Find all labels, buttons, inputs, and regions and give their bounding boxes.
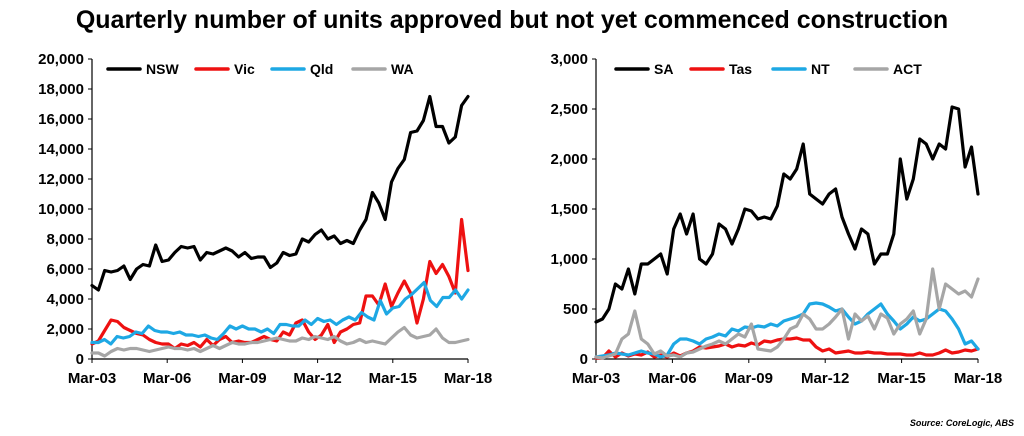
right-y-tick-label: 1,500	[550, 201, 588, 218]
left-legend-label-wa: WA	[391, 61, 414, 77]
right-y-tick-label: 0	[580, 351, 588, 368]
right-y-tick-label: 500	[563, 301, 588, 318]
left-y-tick-label: 8,000	[46, 231, 84, 248]
left-legend-label-nsw: NSW	[146, 61, 179, 77]
right-y-tick-label: 2,500	[550, 101, 588, 118]
left-series-line-wa	[90, 325, 470, 358]
left-series-line-nsw	[90, 94, 470, 292]
left-y-tick-label: 6,000	[46, 261, 84, 278]
left-y-tick-label: 4,000	[46, 291, 84, 308]
right-x-tick-label: Mar-18	[954, 370, 1002, 387]
left-x-tick-label: Mar-03	[68, 370, 116, 387]
left-x-tick-label: Mar-12	[293, 370, 341, 387]
right-x-tick-label: Mar-09	[725, 370, 773, 387]
source-note: Source: CoreLogic, ABS	[909, 418, 1014, 428]
left-y-tick-label: 20,000	[38, 51, 84, 68]
left-series-line-vic	[90, 217, 470, 351]
left-x-tick-label: Mar-09	[218, 370, 266, 387]
left-y-tick-label: 0	[76, 351, 84, 368]
left-y-tick-label: 2,000	[46, 321, 84, 338]
right-y-tick-label: 3,000	[550, 51, 588, 68]
right-x-tick-label: Mar-15	[877, 370, 925, 387]
right-legend-label-act: ACT	[893, 61, 922, 77]
left-y-tick-label: 14,000	[38, 141, 84, 158]
left-y-tick-label: 16,000	[38, 111, 84, 128]
left-legend-label-qld: Qld	[310, 61, 333, 77]
right-legend-label-tas: Tas	[729, 61, 752, 77]
right-legend-label-sa: SA	[654, 61, 673, 77]
right-x-tick-label: Mar-12	[801, 370, 849, 387]
left-y-tick-label: 12,000	[38, 171, 84, 188]
left-y-tick-label: 18,000	[38, 81, 84, 98]
left-series-line-qld	[90, 280, 470, 346]
left-x-tick-label: Mar-15	[369, 370, 417, 387]
left-x-tick-label: Mar-06	[143, 370, 191, 387]
right-legend-label-nt: NT	[811, 61, 830, 77]
left-y-tick-label: 10,000	[38, 201, 84, 218]
chart-title: Quarterly number of units approved but n…	[75, 6, 949, 34]
left-x-tick-label: Mar-18	[444, 370, 492, 387]
right-series-line-act	[594, 267, 980, 360]
right-y-tick-label: 1,000	[550, 251, 588, 268]
right-y-tick-label: 2,000	[550, 151, 588, 168]
right-x-tick-label: Mar-03	[572, 370, 620, 387]
left-legend-label-vic: Vic	[234, 61, 255, 77]
right-series-line-sa	[594, 105, 980, 324]
right-x-tick-label: Mar-06	[648, 370, 696, 387]
